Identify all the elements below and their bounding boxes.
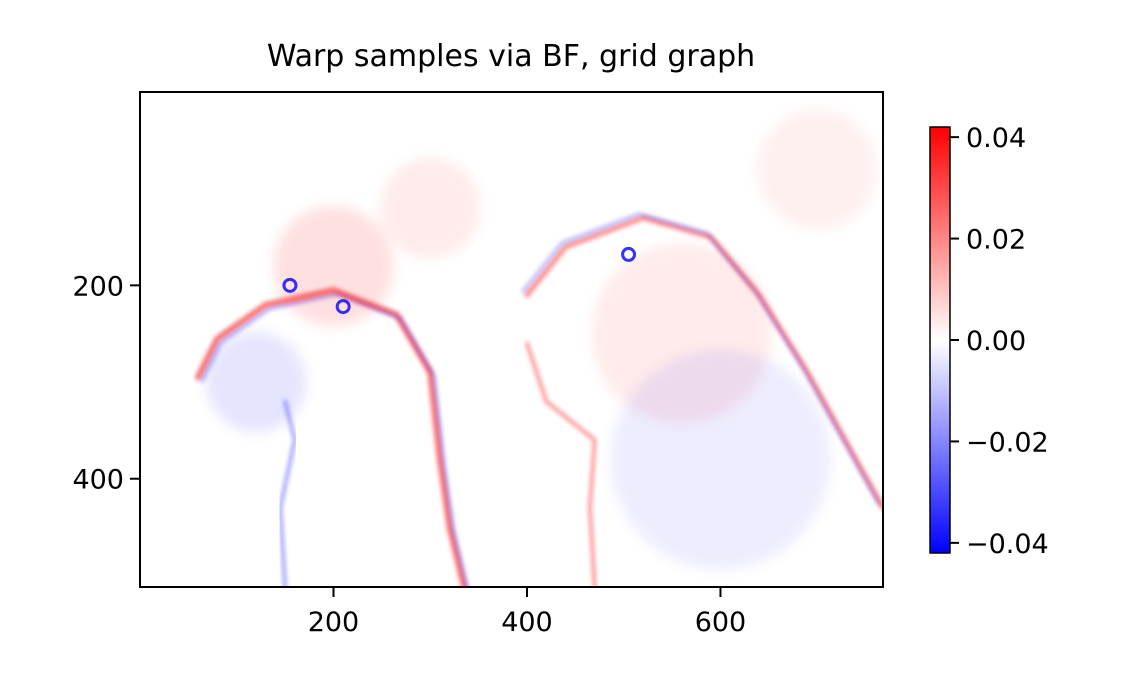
heatmap-edge [200,292,469,587]
heatmap-blob [380,158,481,259]
heatmap-edge [195,287,468,587]
heatmap-features [195,109,883,587]
heatmap-blob [206,332,307,433]
colorbar-tick-label: −0.04 [966,529,1049,560]
x-axis: 200 400 600 [308,587,747,638]
heatmap-area [139,91,884,588]
heatmap-edge [525,341,597,587]
colorbar-ticks: 0.04 0.02 0.00 −0.02 −0.04 [950,123,1049,560]
heatmap-blob [757,109,878,230]
y-tick-label: 400 [72,465,124,496]
y-tick-label: 200 [72,271,124,302]
chart-title: Warp samples via BF, grid graph [267,39,755,74]
heatmap-blob [273,206,394,327]
heatmap-eye [335,299,351,315]
colorbar-tick-label: 0.04 [966,123,1026,154]
x-tick-label: 600 [695,607,747,638]
heatmap-edge [278,399,297,587]
colorbar-tick-label: 0.02 [966,225,1026,256]
colorbar-tick-label: −0.02 [966,427,1049,458]
heatmap-eye [282,277,298,293]
x-tick-label: 200 [308,607,360,638]
heatmap-blob [610,349,831,570]
colorbar-tick-label: 0.00 [966,326,1026,357]
colorbar-gradient [929,126,951,554]
heatmap-eye [621,246,637,262]
colorbar: 0.04 0.02 0.00 −0.02 −0.04 [929,123,1049,560]
x-tick-label: 400 [501,607,553,638]
y-axis: 200 400 [72,271,140,496]
plot-frame [139,91,884,588]
